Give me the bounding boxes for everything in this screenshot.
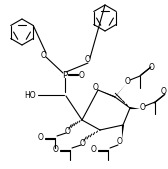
Text: O: O (80, 139, 86, 148)
Text: O: O (117, 138, 123, 147)
Polygon shape (114, 84, 126, 98)
Text: HO: HO (24, 91, 36, 100)
Text: O: O (53, 146, 59, 154)
Text: O: O (91, 146, 97, 154)
Text: O: O (93, 82, 99, 91)
Polygon shape (122, 125, 124, 139)
Text: O: O (79, 70, 85, 79)
Text: O: O (38, 134, 44, 142)
Text: O: O (140, 103, 146, 113)
Text: O: O (125, 78, 131, 87)
Text: O: O (85, 55, 91, 65)
Text: O: O (161, 87, 167, 95)
Polygon shape (101, 91, 115, 98)
Text: O: O (41, 51, 47, 59)
Text: P: P (62, 70, 68, 79)
Polygon shape (130, 107, 140, 109)
Text: O: O (65, 127, 71, 136)
Text: O: O (149, 63, 155, 71)
